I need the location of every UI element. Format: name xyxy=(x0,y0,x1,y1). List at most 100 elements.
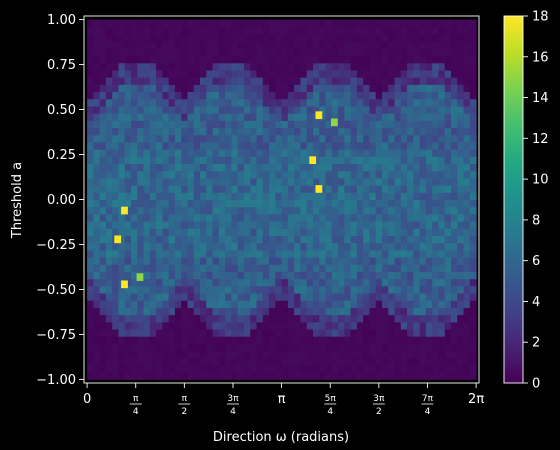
heatmap-cell xyxy=(463,55,471,64)
heatmap-cell xyxy=(281,19,289,28)
heatmap-cell xyxy=(275,127,283,136)
heatmap-cell xyxy=(331,48,339,57)
heatmap-cell xyxy=(394,141,402,150)
heatmap-cell xyxy=(356,19,364,28)
heatmap-cell xyxy=(400,127,408,136)
heatmap-cell xyxy=(331,242,339,251)
heatmap-cell xyxy=(388,228,396,236)
heatmap-cell xyxy=(193,77,201,85)
heatmap-cell xyxy=(432,170,439,179)
heatmap-cell xyxy=(243,134,251,143)
heatmap-cell xyxy=(99,156,107,165)
heatmap-cell xyxy=(451,149,458,157)
heatmap-cell xyxy=(444,213,452,222)
heatmap-cell xyxy=(419,62,427,71)
heatmap-cell xyxy=(287,365,295,373)
heatmap-cell xyxy=(243,170,251,179)
heatmap-cell xyxy=(419,271,427,280)
heatmap-cell xyxy=(438,127,446,136)
heatmap-cell xyxy=(168,329,176,337)
heatmap-cell xyxy=(287,221,295,229)
heatmap-cell xyxy=(250,26,257,35)
heatmap-cell xyxy=(225,278,232,287)
heatmap-cell xyxy=(344,120,352,129)
heatmap-cell xyxy=(281,170,289,179)
heatmap-cell xyxy=(331,134,339,143)
heatmap-cell xyxy=(181,307,188,316)
heatmap-cell xyxy=(457,300,465,308)
heatmap-cell xyxy=(143,170,151,179)
heatmap-cell xyxy=(162,350,170,359)
heatmap-cell xyxy=(388,278,396,287)
heatmap-cell xyxy=(99,127,107,136)
heatmap-cell xyxy=(432,26,439,35)
heatmap-cell xyxy=(162,271,170,280)
heatmap-cell xyxy=(149,264,157,272)
heatmap-cell xyxy=(469,134,477,143)
heatmap-cell xyxy=(275,170,283,179)
heatmap-cell xyxy=(225,300,232,308)
heatmap-cell xyxy=(438,77,446,85)
heatmap-cell xyxy=(319,113,327,121)
heatmap-cell xyxy=(407,91,414,100)
heatmap-cell xyxy=(319,242,327,251)
x-tick-label: π xyxy=(278,392,286,407)
heatmap-cell xyxy=(250,235,257,244)
heatmap-cell xyxy=(381,69,389,78)
heatmap-cell xyxy=(93,91,101,100)
heatmap-cell xyxy=(200,213,207,222)
heatmap-cell xyxy=(463,41,471,49)
heatmap-cell xyxy=(124,177,132,186)
heatmap-cell xyxy=(388,134,396,143)
heatmap-cell xyxy=(413,257,421,265)
heatmap-cell xyxy=(225,192,232,200)
heatmap-cell xyxy=(325,55,333,64)
heatmap-cell xyxy=(256,329,264,337)
heatmap-cell xyxy=(457,199,465,208)
heatmap-cell xyxy=(325,357,333,366)
heatmap-cell xyxy=(300,84,308,93)
heatmap-cell xyxy=(432,314,439,323)
heatmap-cell xyxy=(312,91,320,100)
heatmap-cell xyxy=(187,278,195,287)
heatmap-cell xyxy=(225,206,232,215)
heatmap-cell xyxy=(281,242,289,251)
heatmap-cell xyxy=(381,105,389,114)
heatmap-cell xyxy=(225,350,232,359)
heatmap-cell xyxy=(200,84,207,93)
heatmap-cell xyxy=(143,350,151,359)
heatmap-cell xyxy=(419,26,427,35)
heatmap-cell xyxy=(381,48,389,57)
heatmap-cell xyxy=(137,105,145,114)
heatmap-cell xyxy=(394,213,402,222)
heatmap-cell xyxy=(218,69,226,78)
heatmap-cell xyxy=(174,343,182,352)
heatmap-cell xyxy=(218,285,226,294)
heatmap-cell xyxy=(457,221,465,229)
heatmap-cell xyxy=(99,372,107,380)
heatmap-cell xyxy=(369,192,377,200)
heatmap-cell xyxy=(137,206,145,215)
heatmap-cell xyxy=(212,170,220,179)
heatmap-cell xyxy=(388,372,396,380)
heatmap-cell xyxy=(243,357,251,366)
heatmap-cell xyxy=(469,336,477,344)
heatmap-cell xyxy=(419,91,427,100)
heatmap-cell xyxy=(425,192,433,200)
heatmap-cell xyxy=(457,314,465,323)
heatmap-cell xyxy=(237,264,245,272)
heatmap-cell xyxy=(407,285,414,294)
heatmap-cell xyxy=(400,285,408,294)
heatmap-cell xyxy=(425,156,433,165)
heatmap-cell xyxy=(99,329,107,337)
heatmap-cell xyxy=(269,213,276,222)
heatmap-cell xyxy=(124,343,132,352)
heatmap-cell xyxy=(187,372,195,380)
heatmap-cell xyxy=(407,329,414,337)
heatmap-peak-cell xyxy=(136,273,144,281)
heatmap-cell xyxy=(350,141,358,150)
heatmap-cell xyxy=(331,228,339,236)
heatmap-cell xyxy=(419,257,427,265)
heatmap-cell xyxy=(193,84,201,93)
heatmap-cell xyxy=(256,163,264,172)
